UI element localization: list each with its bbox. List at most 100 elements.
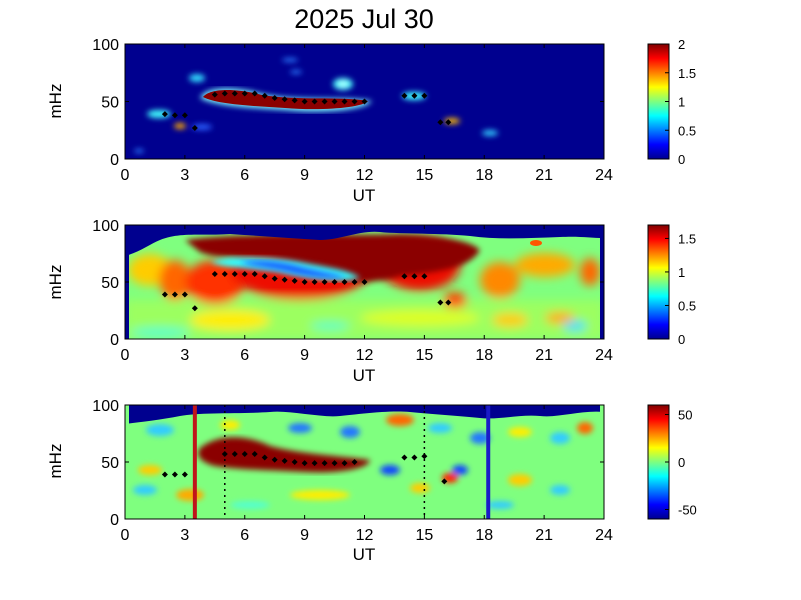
x-tick-label: 0 — [121, 167, 130, 184]
x-tick-label: 0 — [121, 347, 130, 364]
colorbar-tick-label: 1.5 — [678, 231, 696, 246]
colorbar-ticks-3: -50 0 50 — [665, 408, 697, 518]
peak-ridge-3 — [161, 451, 448, 485]
ridge-point — [211, 91, 218, 98]
ridge-point — [341, 98, 348, 105]
y-tick-label: 0 — [110, 512, 119, 529]
colorbar-tick-label: 0 — [678, 152, 685, 167]
x-tick-label: 3 — [180, 167, 189, 184]
ridge-point — [421, 453, 428, 460]
x-tick-label: 12 — [356, 167, 374, 184]
ridge-point — [271, 456, 278, 463]
ridge-point — [321, 279, 328, 285]
ridge-point — [281, 457, 288, 464]
ridge-point — [281, 96, 288, 103]
x-axis-label-2: UT — [353, 366, 376, 385]
x-tick-label: 6 — [240, 347, 249, 364]
y-tick-label: 100 — [92, 37, 119, 54]
ridge-point — [401, 454, 408, 461]
ridge-point — [231, 451, 238, 458]
ridge-point — [321, 460, 328, 467]
ridge-point — [191, 124, 198, 131]
ridge-point — [291, 97, 298, 104]
ridge-point — [401, 92, 408, 99]
y-ticks-2: 0 50 100 — [92, 218, 604, 349]
ridge-point — [241, 271, 248, 278]
ridge-point — [437, 119, 444, 126]
ridge-point — [361, 98, 368, 105]
y-axis-label-2: mHz — [46, 265, 65, 300]
ridge-point — [191, 305, 198, 312]
ridge-point — [161, 291, 168, 298]
y-tick-label: 100 — [92, 398, 119, 415]
ridge-point — [421, 92, 428, 99]
y-axis-label-1: mHz — [46, 84, 65, 119]
y-tick-label: 50 — [101, 455, 119, 472]
colorbar-tick-label: 0.5 — [678, 123, 696, 138]
y-tick-label: 0 — [110, 332, 119, 349]
colorbar-tick-label: 0 — [678, 455, 685, 470]
ridge-point — [261, 92, 268, 99]
x-ticks-3: 0 3 6 9 12 15 18 21 24 — [121, 405, 613, 544]
vertical-markers-3 — [192, 405, 491, 519]
ridge-point — [437, 299, 444, 306]
x-tick-label: 9 — [300, 167, 309, 184]
ridge-point — [171, 291, 178, 298]
x-tick-label: 24 — [595, 527, 613, 544]
ridge-point — [411, 273, 418, 280]
x-axis-label-1: UT — [353, 186, 376, 205]
ridge-point — [161, 111, 168, 118]
x-tick-label: 15 — [415, 167, 433, 184]
ridge-point — [261, 454, 268, 461]
ridge-point — [261, 273, 268, 280]
colorbar-tick-label: 1 — [678, 95, 685, 110]
x-tick-label: 18 — [475, 527, 493, 544]
ridge-point — [241, 451, 248, 458]
ridge-point — [271, 95, 278, 102]
x-tick-label: 18 — [475, 167, 493, 184]
ridge-point — [231, 271, 238, 278]
colorbar-ticks-1: 0 0.5 1 1.5 2 — [665, 37, 696, 167]
x-tick-label: 9 — [300, 527, 309, 544]
colorbar-tick-label: 1 — [678, 265, 685, 280]
y-ticks-1: 0 50 100 — [92, 37, 604, 169]
x-tick-label: 24 — [595, 347, 613, 364]
colorbar-tick-label: 0.5 — [678, 298, 696, 313]
x-tick-label: 6 — [240, 167, 249, 184]
x-tick-label: 12 — [356, 527, 374, 544]
ridge-point — [445, 119, 452, 126]
y-tick-label: 0 — [110, 152, 119, 169]
ridge-point — [251, 451, 258, 458]
colorbar-tick-label: 50 — [678, 408, 692, 423]
colorbar-ticks-2: 0 0.5 1 1.5 — [665, 231, 696, 347]
x-tick-label: 9 — [300, 347, 309, 364]
ridge-point — [291, 277, 298, 284]
y-axis-label-3: mHz — [46, 444, 65, 479]
ridge-point — [341, 279, 348, 285]
x-tick-label: 15 — [415, 527, 433, 544]
y-tick-label: 50 — [101, 95, 119, 112]
ridge-point — [331, 279, 338, 285]
ridge-point — [211, 271, 218, 278]
ridge-point — [281, 276, 288, 283]
spectrogram-2-image — [125, 225, 604, 339]
x-tick-label: 18 — [475, 347, 493, 364]
ridge-point — [351, 98, 358, 105]
x-tick-label: 21 — [535, 347, 553, 364]
x-tick-label: 15 — [415, 347, 433, 364]
ridge-point — [411, 454, 418, 461]
ridge-point — [411, 92, 418, 99]
x-ticks-2: 0 3 6 9 12 15 18 21 24 — [121, 225, 613, 364]
ridge-point — [331, 98, 338, 105]
ridge-point — [361, 279, 368, 285]
colorbar-tick-label: 2 — [678, 37, 685, 52]
ridge-point — [231, 90, 238, 97]
x-tick-label: 3 — [180, 347, 189, 364]
ridge-point — [301, 98, 308, 105]
ridge-point — [181, 291, 188, 298]
ridge-point — [351, 459, 358, 465]
panel-1: 0 3 6 9 12 15 18 21 24 0 50 100 UT mHz 0 0.5 1 1.5 2 — [46, 37, 696, 205]
ridge-point — [291, 459, 298, 465]
ridge-point — [331, 460, 338, 467]
